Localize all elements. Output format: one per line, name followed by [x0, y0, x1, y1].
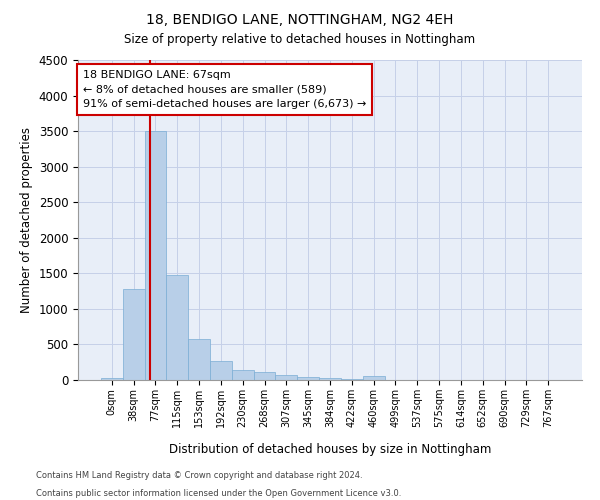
- Bar: [145, 131, 166, 380]
- Bar: [188, 340, 210, 380]
- Text: Contains HM Land Registry data © Crown copyright and database right 2024.: Contains HM Land Registry data © Crown c…: [36, 471, 362, 480]
- Bar: [123, 289, 145, 380]
- Bar: [166, 275, 188, 380]
- Bar: [297, 377, 319, 380]
- Bar: [363, 376, 385, 380]
- Bar: [210, 361, 232, 380]
- Bar: [254, 372, 275, 380]
- Text: 18, BENDIGO LANE, NOTTINGHAM, NG2 4EH: 18, BENDIGO LANE, NOTTINGHAM, NG2 4EH: [146, 12, 454, 26]
- Bar: [319, 378, 341, 380]
- Text: Size of property relative to detached houses in Nottingham: Size of property relative to detached ho…: [124, 32, 476, 46]
- Y-axis label: Number of detached properties: Number of detached properties: [20, 127, 33, 313]
- Bar: [232, 370, 254, 380]
- Bar: [275, 374, 297, 380]
- Text: Distribution of detached houses by size in Nottingham: Distribution of detached houses by size …: [169, 442, 491, 456]
- Text: 18 BENDIGO LANE: 67sqm
← 8% of detached houses are smaller (589)
91% of semi-det: 18 BENDIGO LANE: 67sqm ← 8% of detached …: [83, 70, 367, 109]
- Bar: [101, 378, 123, 380]
- Text: Contains public sector information licensed under the Open Government Licence v3: Contains public sector information licen…: [36, 488, 401, 498]
